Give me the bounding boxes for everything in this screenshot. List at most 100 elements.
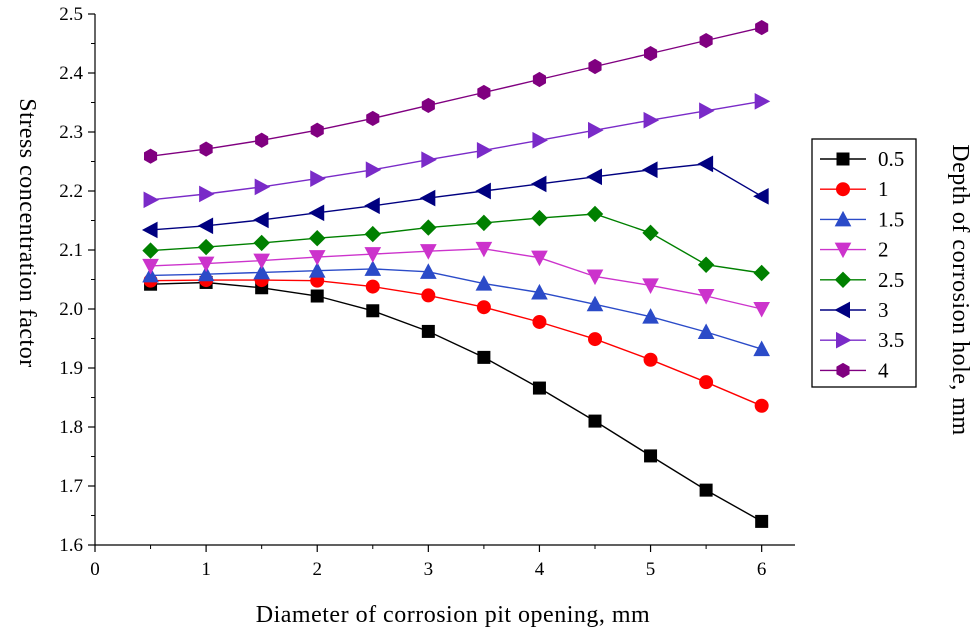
legend-label: 1 — [878, 177, 889, 201]
data-point — [697, 155, 714, 173]
data-point — [421, 97, 435, 114]
data-point — [253, 263, 271, 280]
data-point — [199, 185, 215, 203]
series-0.5 — [144, 275, 769, 528]
data-point — [753, 187, 769, 205]
y-tick-label: 1.7 — [59, 476, 83, 497]
data-point — [365, 161, 382, 179]
data-point — [477, 350, 491, 364]
y-tick-label: 2.5 — [59, 4, 83, 25]
data-point — [642, 224, 659, 242]
legend-marker — [834, 301, 850, 319]
data-point — [588, 121, 604, 139]
data-point — [197, 217, 214, 235]
data-point — [254, 178, 271, 196]
data-point — [531, 283, 548, 300]
data-point — [699, 375, 714, 390]
data-point — [697, 289, 715, 305]
legend-label: 0.5 — [878, 147, 904, 171]
legend-label: 4 — [878, 358, 889, 382]
legend-item: 2 — [820, 238, 889, 262]
x-axis-title: Diameter of corrosion pit opening, mm — [256, 602, 650, 628]
legend-item: 1.5 — [820, 207, 904, 231]
x-tick-label: 1 — [201, 559, 211, 580]
series-line — [150, 213, 762, 274]
data-point — [310, 170, 326, 187]
data-point — [199, 141, 213, 157]
data-point — [699, 32, 713, 49]
legend-title: Depth of corrosion hole, mm — [947, 144, 973, 435]
data-point — [364, 197, 380, 215]
y-tick-label: 2.1 — [59, 240, 83, 261]
legend-marker — [836, 331, 852, 349]
data-point — [142, 258, 159, 275]
data-point — [643, 352, 658, 367]
data-point — [588, 332, 602, 347]
series-line — [150, 100, 762, 201]
data-point — [309, 229, 326, 247]
data-point — [419, 244, 437, 260]
y-tick-label: 2.3 — [59, 122, 83, 143]
data-point — [142, 266, 159, 283]
legend-label: 2.5 — [878, 268, 904, 292]
data-point — [143, 191, 160, 209]
data-point — [420, 219, 437, 236]
data-point — [475, 275, 493, 291]
series-line — [150, 163, 763, 231]
series-3 — [141, 155, 769, 239]
data-point — [310, 122, 324, 138]
legend-marker — [836, 182, 850, 197]
data-point — [142, 242, 159, 259]
data-point — [197, 238, 215, 256]
data-point — [364, 260, 382, 276]
data-point — [642, 278, 659, 294]
legend-label: 3 — [878, 298, 889, 322]
data-point — [475, 182, 491, 200]
data-point — [532, 314, 547, 329]
data-point — [141, 221, 158, 239]
data-point — [364, 225, 381, 243]
data-point — [754, 92, 771, 110]
legend-items: 0.5 1 1.5 2 2.5 3 3.5 4 — [820, 147, 904, 382]
data-point — [586, 205, 604, 223]
data-point — [530, 175, 547, 193]
data-point — [697, 323, 715, 340]
legend-marker — [834, 271, 852, 289]
data-point — [476, 141, 493, 159]
series-line — [150, 281, 763, 523]
legend-item: 3.5 — [820, 328, 904, 352]
data-point — [697, 256, 715, 273]
data-point — [475, 241, 493, 258]
data-point — [421, 288, 436, 303]
data-point — [531, 209, 548, 227]
y-axis-title: Stress concentration factor — [14, 98, 40, 367]
data-point — [253, 253, 271, 270]
legend-item: 2.5 — [820, 268, 904, 292]
data-point — [644, 449, 658, 463]
data-point — [531, 250, 548, 267]
legend-marker — [836, 362, 850, 378]
legend-marker — [834, 210, 852, 227]
series-1.5 — [142, 260, 771, 357]
data-point — [255, 132, 269, 148]
data-point — [143, 148, 158, 164]
data-point — [643, 45, 658, 62]
data-point — [421, 151, 437, 169]
series-line — [150, 279, 762, 407]
legend-label: 1.5 — [878, 207, 904, 231]
data-point — [753, 302, 771, 318]
legend-item: 3 — [820, 298, 889, 322]
data-point — [754, 398, 769, 413]
legend-marker — [836, 152, 850, 166]
data-point — [532, 381, 546, 395]
data-point — [753, 264, 770, 282]
data-point — [366, 304, 380, 318]
data-point — [586, 295, 604, 312]
data-point — [476, 300, 491, 315]
data-point — [643, 111, 660, 129]
data-point — [308, 262, 326, 278]
x-tick-label: 0 — [90, 559, 100, 580]
data-point — [308, 250, 326, 266]
y-tick-label: 2.4 — [59, 63, 83, 84]
y-tick-label: 1.8 — [59, 417, 83, 438]
